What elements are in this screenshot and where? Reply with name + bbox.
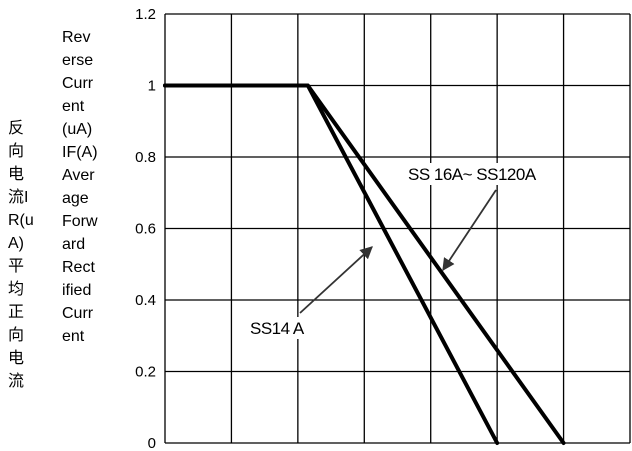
y-tick-label: 0 (148, 435, 156, 451)
annotation-arrow-1 (299, 246, 373, 314)
annotation-arrow-2 (442, 189, 497, 272)
chart-grid (164, 13, 631, 444)
y-tick-label: 0.4 (135, 292, 156, 309)
series-line-2 (163, 83, 566, 445)
y-axis-label-english: Reverse Current(uA) IF(A) Average Forwar… (62, 29, 98, 345)
y-axis-label-chinese: 反向电流IR(uA)平均正向电流 (8, 120, 34, 390)
annotation-background (248, 317, 304, 339)
series-layer (163, 83, 566, 445)
annotation-label-1: SS14 A (250, 319, 305, 338)
y-tick-label: 1.2 (135, 6, 156, 23)
y-axis-ticks: 0 0.2 0.4 0.6 0.8 1 1.2 (135, 6, 156, 451)
annotations-layer: SS14 A SS 16A~ SS120A (248, 163, 537, 339)
y-tick-label: 0.2 (135, 364, 156, 381)
annotation-background (406, 163, 535, 185)
y-tick-label: 0.8 (135, 149, 156, 166)
y-tick-label: 0.6 (135, 221, 156, 238)
y-tick-label: 1 (148, 78, 156, 95)
annotation-label-2: SS 16A~ SS120A (408, 165, 537, 184)
